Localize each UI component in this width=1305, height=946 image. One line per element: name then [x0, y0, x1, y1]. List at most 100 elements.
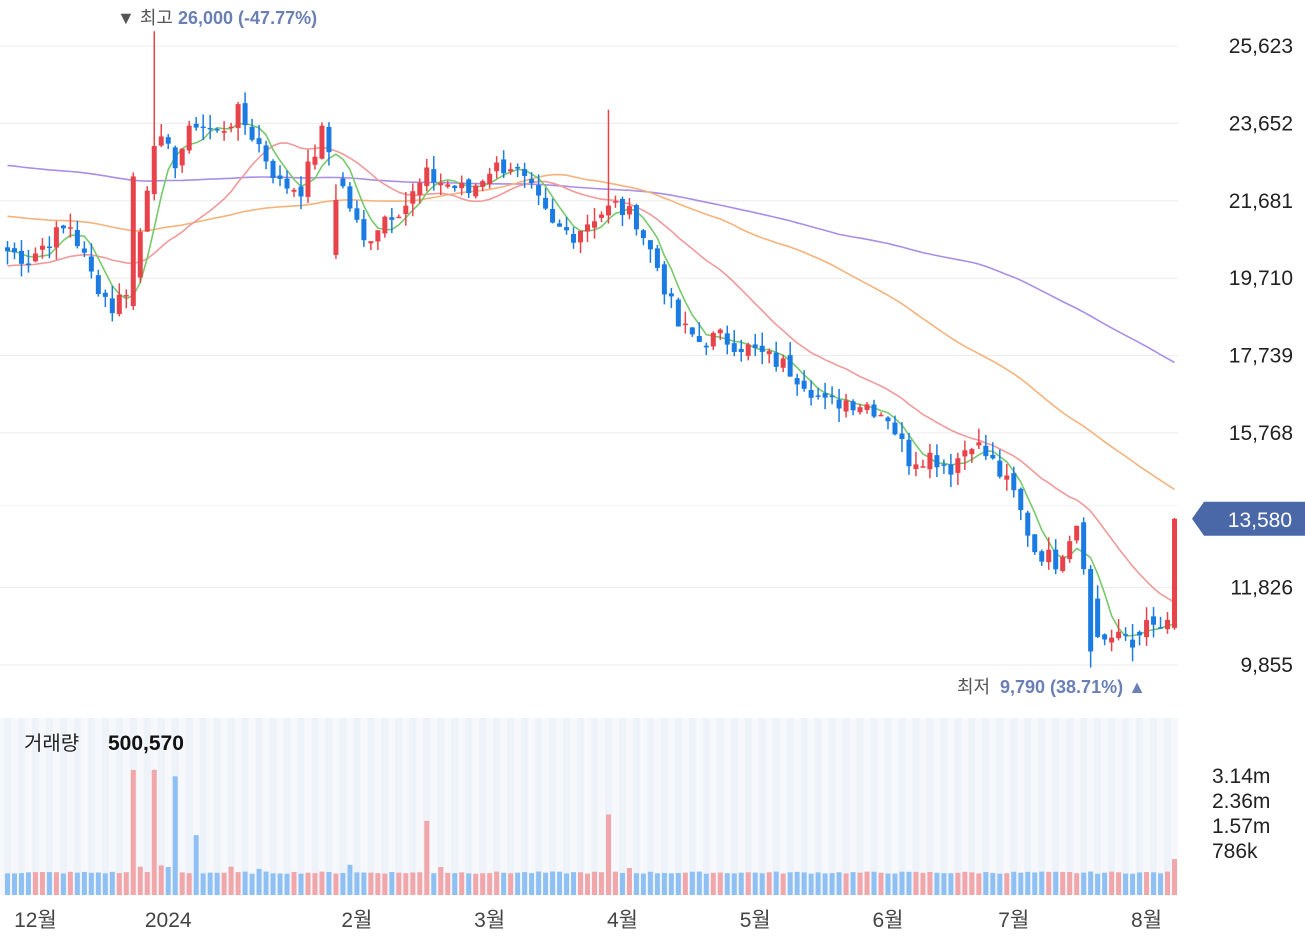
volume-bar — [179, 872, 185, 895]
candle-body — [815, 395, 821, 397]
candle-body — [382, 216, 388, 234]
volume-bar — [333, 873, 339, 895]
volume-bar — [780, 873, 786, 895]
volume-bar — [878, 872, 884, 895]
candle-body — [731, 343, 737, 352]
volume-stripe — [1080, 718, 1088, 895]
volume-stripe — [996, 718, 1004, 895]
candle-body — [1123, 634, 1129, 636]
candle-body — [81, 248, 87, 253]
volume-bar — [836, 872, 842, 895]
candle-body — [969, 449, 975, 455]
candle-body — [864, 404, 870, 410]
axis-labels: 25,623 23,652 21,681 19,710 17,739 15,768 11,8… — [14, 35, 1305, 932]
candle-body — [836, 399, 842, 409]
volume-bar — [1144, 872, 1150, 895]
volume-stripe — [339, 718, 347, 895]
candle-body — [871, 404, 877, 417]
candle-body — [270, 160, 276, 179]
volume-bar — [724, 873, 730, 895]
candle-body — [955, 458, 961, 473]
volume-bar — [571, 872, 577, 895]
volume-bar — [1025, 871, 1031, 895]
volume-bar — [431, 873, 437, 895]
candle-body — [326, 126, 332, 153]
volume-bar — [1018, 872, 1024, 895]
volume-stripe — [577, 718, 585, 895]
candle-body — [633, 205, 639, 230]
volume-stripe — [115, 718, 123, 895]
volume-bar — [899, 871, 905, 895]
candle-body — [752, 344, 758, 348]
candle-body — [263, 145, 269, 162]
volume-stripe — [325, 718, 333, 895]
volume-tick-label: 3.14m — [1212, 765, 1270, 788]
volume-bar — [1172, 859, 1178, 895]
volume-stripe — [912, 718, 920, 895]
volume-bar — [424, 820, 430, 895]
candle-body — [948, 464, 954, 475]
volume-bar — [207, 872, 213, 895]
candle-body — [1165, 619, 1171, 630]
candle-body — [1088, 569, 1094, 652]
volume-bar — [906, 871, 912, 895]
ma5-line — [7, 122, 1175, 638]
volume-bar — [158, 865, 164, 895]
volume-bar — [256, 868, 262, 895]
price-tick-label: 9,855 — [1240, 654, 1293, 677]
volume-bar — [452, 873, 458, 895]
volume-bar — [130, 769, 136, 895]
candle-body — [738, 348, 744, 353]
volume-bar — [186, 873, 192, 895]
candle-body — [32, 253, 38, 262]
volume-bar — [752, 872, 758, 895]
volume-bar — [976, 873, 982, 895]
volume-bar — [815, 872, 821, 895]
candle-body — [1053, 549, 1059, 570]
candle-body — [508, 169, 514, 172]
candle-body — [473, 185, 479, 197]
candle-body — [1144, 620, 1150, 638]
candle-body — [612, 201, 618, 203]
volume-bar — [501, 872, 507, 895]
volume-bar — [647, 871, 653, 895]
volume-stripe — [465, 718, 473, 895]
price-tick-label: 25,623 — [1229, 35, 1293, 58]
volume-stripe — [1024, 718, 1032, 895]
volume-stripe — [1038, 718, 1046, 895]
candle-body — [459, 182, 465, 189]
candle-body — [39, 245, 45, 250]
candle-body — [668, 293, 674, 297]
volume-bar — [522, 872, 528, 895]
volume-bar — [165, 867, 171, 895]
volume-stripe — [618, 718, 626, 895]
candle-body — [543, 197, 549, 209]
volume-bar — [375, 873, 381, 895]
candle-body — [319, 125, 325, 159]
volume-stripe — [59, 718, 67, 895]
volume-stripe — [353, 718, 361, 895]
candle-body — [95, 275, 101, 295]
candle-body — [53, 227, 59, 248]
candle-body — [256, 138, 262, 145]
x-tick-label: 6월 — [872, 909, 903, 932]
volume-stripe — [870, 718, 878, 895]
volume-bar — [934, 872, 940, 895]
candle-body — [598, 214, 604, 218]
candle-body — [703, 345, 709, 348]
candle-body — [361, 219, 367, 241]
volume-stripe — [646, 718, 654, 895]
candle-body — [333, 200, 339, 255]
x-tick-label: 3월 — [474, 909, 505, 932]
volume-bar — [913, 871, 919, 895]
volume-bar — [305, 872, 311, 895]
volume-stripe — [17, 718, 25, 895]
volume-stripe — [1122, 718, 1130, 895]
volume-stripe — [1066, 718, 1074, 895]
volume-bar — [137, 866, 143, 895]
candle-body — [340, 178, 346, 187]
volume-bar — [850, 872, 856, 895]
volume-stripe — [185, 718, 193, 895]
volume-bar — [1095, 873, 1101, 895]
volume-stripe — [744, 718, 752, 895]
